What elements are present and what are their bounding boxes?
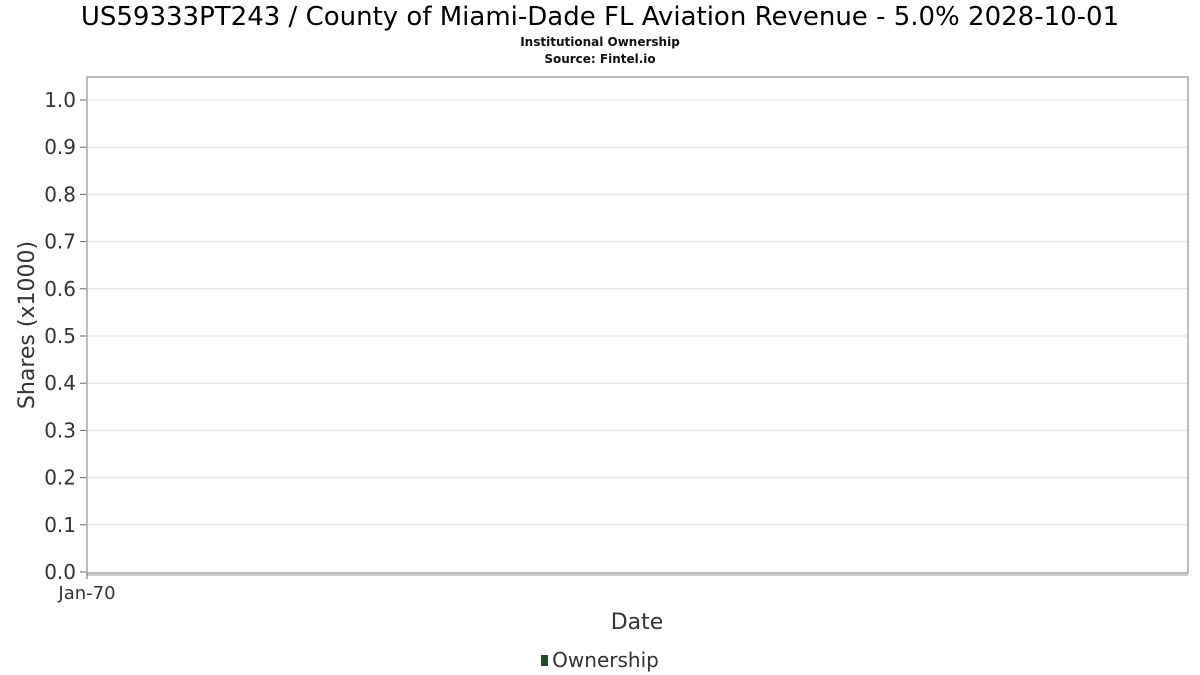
legend: Ownership bbox=[0, 648, 1200, 672]
y-axis-label: Shares (x1000) bbox=[15, 241, 40, 409]
y-tick-label: 0.6 bbox=[44, 277, 76, 301]
x-tick-label: Jan-70 bbox=[57, 583, 115, 604]
legend-label-ownership: Ownership bbox=[552, 648, 659, 672]
y-tick-label: 0.8 bbox=[44, 182, 76, 206]
plot-area bbox=[86, 76, 1189, 574]
y-axis-ticks: 0.0 0.1 0.2 0.3 0.4 0.5 0.6 0.7 0.8 0.9 1.0 bbox=[44, 88, 86, 584]
x-axis-label: Date bbox=[611, 610, 664, 635]
y-tick-label: 0.9 bbox=[44, 135, 76, 159]
grid-lines bbox=[87, 99, 1188, 526]
chart-source: Source: Fintel.io bbox=[544, 52, 656, 66]
y-tick-label: 0.2 bbox=[44, 466, 76, 490]
y-tick-label: 0.7 bbox=[44, 230, 76, 254]
x-axis-ticks: Jan-70 bbox=[57, 573, 116, 604]
y-tick-label: 0.0 bbox=[44, 560, 76, 584]
y-tick-label: 0.3 bbox=[44, 418, 76, 442]
y-tick-label: 0.5 bbox=[44, 324, 76, 348]
y-tick-label: 1.0 bbox=[44, 88, 76, 112]
y-tick-label: 0.4 bbox=[44, 371, 76, 395]
chart-subtitle: Institutional Ownership bbox=[520, 35, 680, 49]
y-tick-label: 0.1 bbox=[44, 513, 76, 537]
chart-title: US59333PT243 / County of Miami-Dade FL A… bbox=[80, 2, 1120, 32]
legend-swatch-ownership bbox=[541, 655, 549, 666]
